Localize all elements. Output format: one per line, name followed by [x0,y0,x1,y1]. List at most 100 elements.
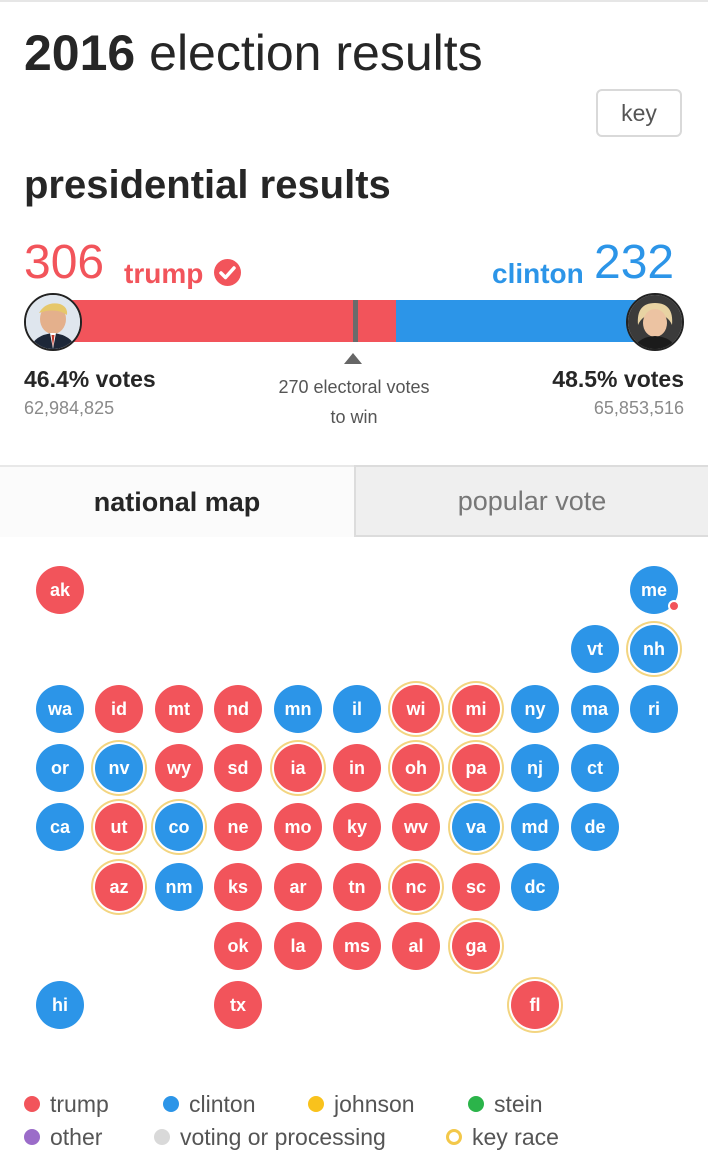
state-co[interactable]: co [155,803,203,851]
clinton-name: clinton [492,258,584,289]
state-sd[interactable]: sd [214,744,262,792]
state-tx[interactable]: tx [214,981,262,1029]
state-fl[interactable]: fl [511,981,559,1029]
state-nd[interactable]: nd [214,685,262,733]
legend-swatch-icon [24,1128,40,1145]
state-label: wy [166,757,191,778]
state-wi[interactable]: wi [392,685,440,733]
state-in[interactable]: in [333,744,381,792]
state-tn[interactable]: tn [333,863,381,911]
state-ct[interactable]: ct [571,744,619,792]
tab-popular-vote[interactable]: popular vote [354,465,708,537]
state-or[interactable]: or [36,744,84,792]
state-ok[interactable]: ok [214,922,262,970]
state-nh[interactable]: nh [630,625,678,673]
state-va[interactable]: va [452,803,500,851]
state-label: dc [524,876,546,897]
state-label: oh [405,757,427,778]
state-nm[interactable]: nm [155,863,203,911]
state-label: ok [227,935,249,956]
legend-item-key-race: key race [446,1124,559,1151]
state-label: al [408,935,424,956]
state-oh[interactable]: oh [392,744,440,792]
state-label: md [521,816,549,837]
state-label: nh [643,638,665,659]
state-id[interactable]: id [95,685,143,733]
state-sc[interactable]: sc [452,863,500,911]
state-ma[interactable]: ma [571,685,619,733]
state-il[interactable]: il [333,685,381,733]
legend-label: trump [50,1091,109,1117]
trump-vote-percent: 46.4% votes [24,366,156,392]
view-tabs: national map popular vote [0,465,708,537]
trump-name: trump [124,258,204,289]
legend-label: other [50,1124,103,1150]
win-threshold-label: 270 electoral votes to win [254,372,454,432]
state-az[interactable]: az [95,863,143,911]
state-mn[interactable]: mn [274,685,322,733]
state-label: fl [529,994,541,1015]
state-nj[interactable]: nj [511,744,559,792]
clinton-vote-percent: 48.5% votes [552,366,684,392]
state-mi[interactable]: mi [452,685,500,733]
state-label: ne [227,816,249,837]
state-ne[interactable]: ne [214,803,262,851]
trump-popular-count: 62,984,825 [24,398,115,418]
state-label: ar [289,876,307,897]
state-de[interactable]: de [571,803,619,851]
state-label: mt [168,698,190,719]
state-label: nd [227,698,249,719]
state-dc[interactable]: dc [511,863,559,911]
state-label: me [640,579,667,600]
state-md[interactable]: md [511,803,559,851]
title-text: election results [149,25,483,81]
state-label: wi [406,698,426,719]
state-ut[interactable]: ut [95,803,143,851]
state-label: nj [527,757,543,778]
state-label: ak [49,579,71,600]
state-pa[interactable]: pa [452,744,500,792]
state-al[interactable]: al [392,922,440,970]
state-hi[interactable]: hi [36,981,84,1029]
state-ar[interactable]: ar [274,863,322,911]
state-ky[interactable]: ky [333,803,381,851]
electoral-vote-bar [52,300,656,342]
state-la[interactable]: la [274,922,322,970]
state-label: pa [465,757,487,778]
state-mt[interactable]: mt [155,685,203,733]
clinton-avatar [626,293,684,351]
split-vote-dot-icon [668,600,680,612]
state-label: ct [586,757,603,778]
state-label: va [465,816,487,837]
legend-item-trump: trump [24,1091,109,1118]
legend-label: voting or processing [180,1124,386,1150]
state-nc[interactable]: nc [392,863,440,911]
legend-item-other: other [24,1124,102,1151]
trump-electoral-count: 306 [24,236,105,289]
state-label: wv [403,816,428,837]
clinton-electoral-count: 232 [594,236,675,289]
state-ca[interactable]: ca [36,803,84,851]
state-ak[interactable]: ak [36,566,84,614]
state-ny[interactable]: ny [511,685,559,733]
state-label: de [584,816,606,837]
state-label: sd [227,757,249,778]
state-label: nc [405,876,427,897]
state-ms[interactable]: ms [333,922,381,970]
state-nv[interactable]: nv [95,744,143,792]
state-ks[interactable]: ks [214,863,262,911]
state-me[interactable]: me [630,566,680,614]
win-threshold-line1: 270 electoral votes [278,377,430,397]
state-wy[interactable]: wy [155,744,203,792]
state-wv[interactable]: wv [392,803,440,851]
state-label: az [109,876,129,897]
state-mo[interactable]: mo [274,803,322,851]
state-vt[interactable]: vt [571,625,619,673]
key-button[interactable]: key [596,89,682,137]
tab-national-map[interactable]: national map [0,465,354,537]
state-wa[interactable]: wa [36,685,84,733]
state-ia[interactable]: ia [274,744,322,792]
legend-swatch-icon [24,1095,40,1112]
state-ga[interactable]: ga [452,922,500,970]
state-ri[interactable]: ri [630,685,678,733]
